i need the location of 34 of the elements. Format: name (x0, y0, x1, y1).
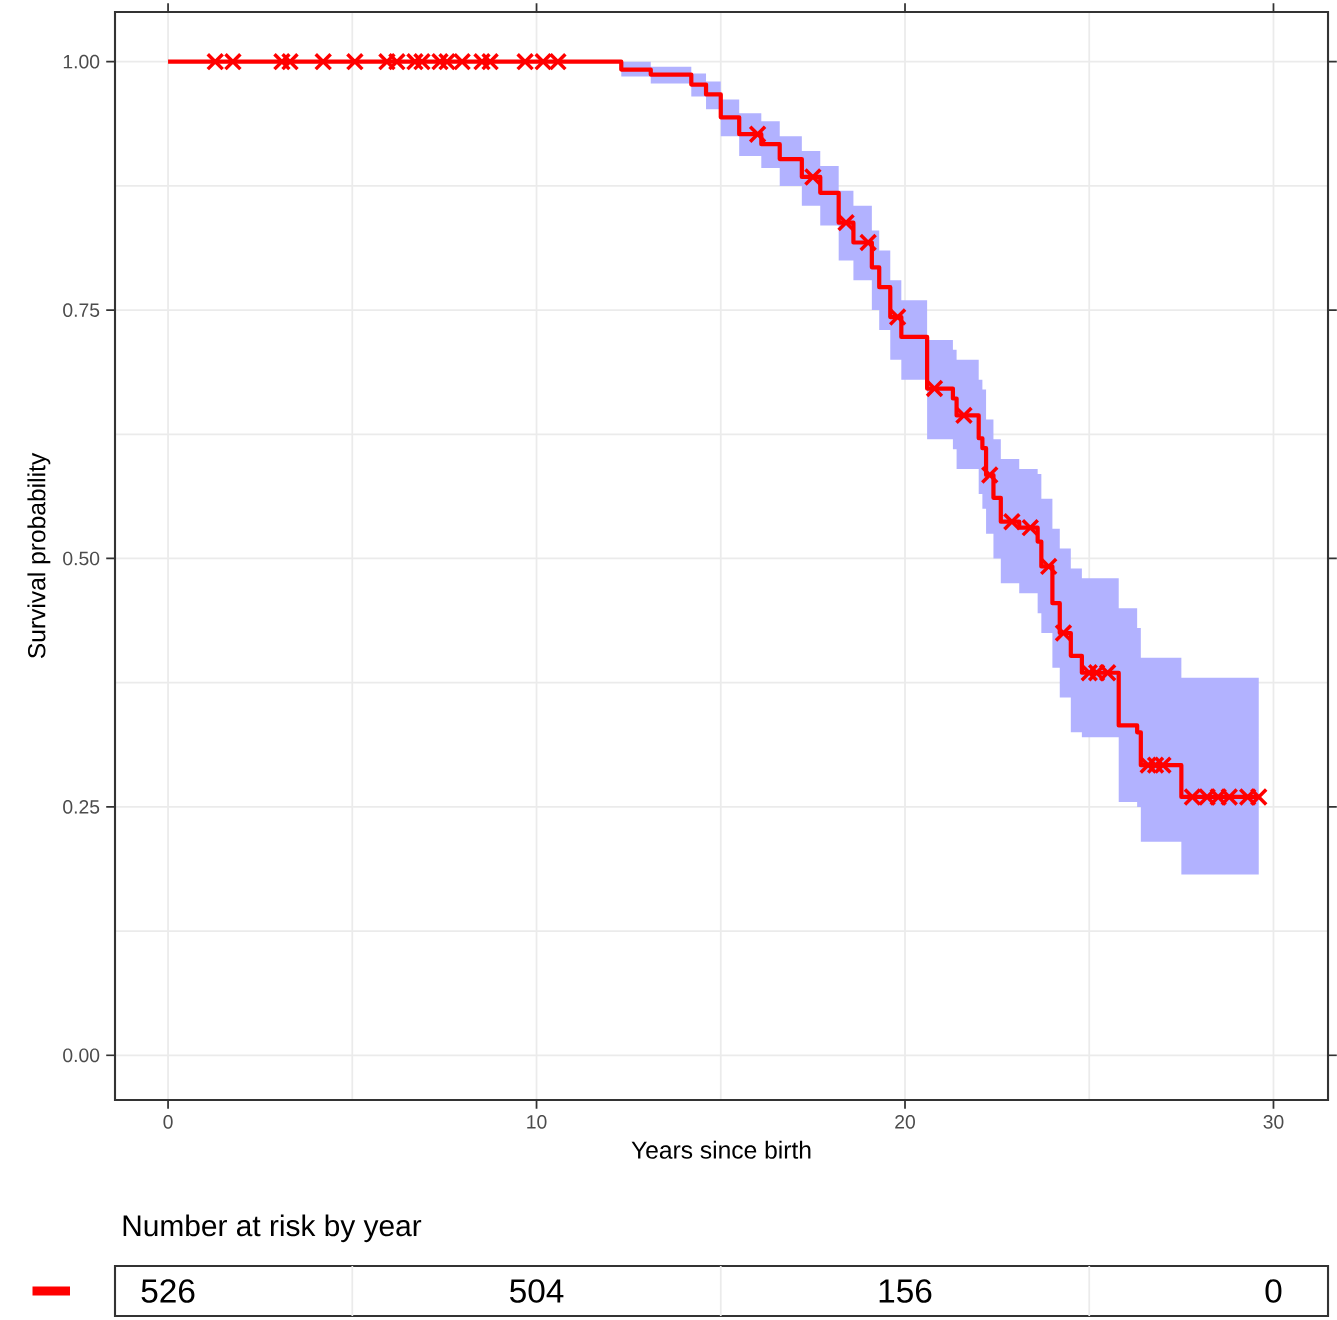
point (280, 52, 300, 71)
y-tick-label: 0.00 (63, 1048, 100, 1063)
point (836, 213, 856, 232)
point (345, 52, 365, 71)
point (1146, 755, 1165, 775)
data-label: 526 (141, 1279, 195, 1303)
point (888, 307, 907, 327)
y-axis-title: Survival probability (27, 452, 51, 659)
point (803, 167, 823, 187)
point (980, 465, 999, 485)
point (925, 379, 944, 398)
x-tick-label: 0 (163, 1115, 173, 1129)
data-label: 0 (1265, 1279, 1282, 1303)
point (272, 52, 292, 71)
text: Number at risk by year (123, 1214, 422, 1243)
point (313, 52, 333, 71)
point (954, 406, 974, 425)
point (480, 52, 500, 71)
data-label: 156 (879, 1279, 932, 1303)
point (1054, 623, 1073, 643)
point (748, 124, 767, 144)
point (1021, 518, 1040, 537)
x-tick-label: 10 (527, 1115, 547, 1129)
x-tick-label: 20 (895, 1115, 915, 1129)
data-label: 504 (510, 1279, 564, 1303)
x-tick-label: 30 (1263, 1115, 1284, 1129)
y-tick-label: 1.00 (63, 54, 100, 69)
y-tick-label: 0.25 (63, 800, 100, 814)
y-tick-label: 0.75 (63, 303, 100, 317)
point (858, 233, 878, 252)
point (1039, 557, 1058, 576)
y-tick-label: 0.50 (63, 551, 100, 566)
x-axis-title: Years since birth (631, 1140, 811, 1159)
point (1002, 512, 1022, 531)
